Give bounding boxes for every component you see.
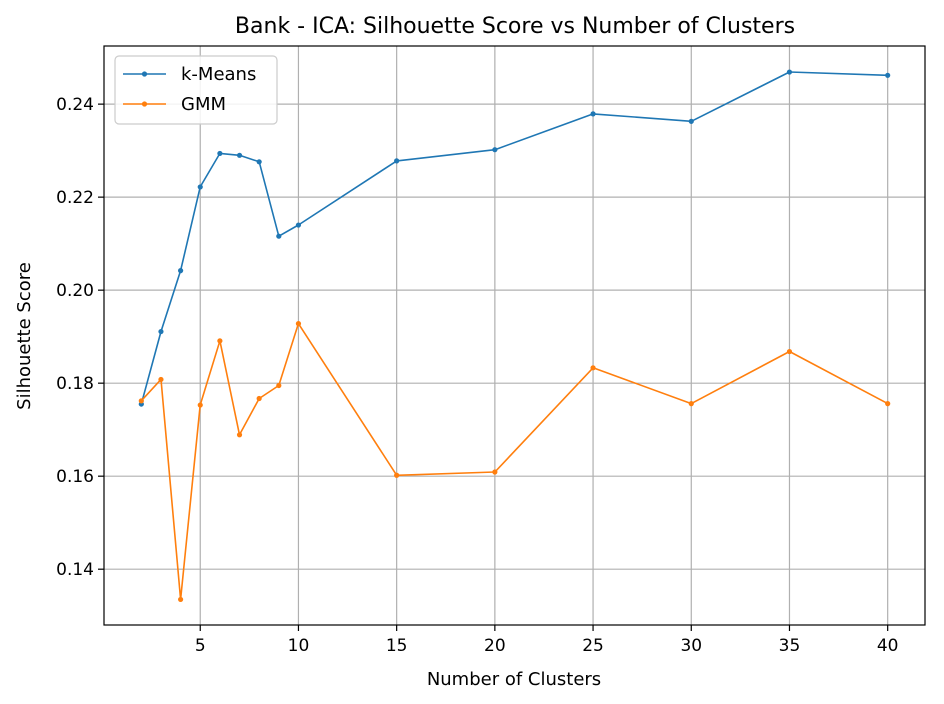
data-point	[885, 401, 891, 407]
data-point	[178, 596, 184, 603]
legend-entry-label: GMM	[181, 94, 226, 115]
data-point	[590, 365, 596, 371]
x-axis-label: Number of Clusters	[427, 669, 601, 690]
grid	[104, 46, 925, 625]
data-point	[256, 159, 262, 165]
data-point	[295, 321, 302, 327]
data-point	[217, 150, 223, 157]
data-point	[786, 348, 793, 355]
x-tick-label: 20	[484, 636, 506, 656]
data-point	[197, 402, 203, 408]
y-tick-label: 0.24	[56, 95, 94, 115]
data-point	[158, 376, 164, 383]
data-point	[688, 401, 694, 407]
data-point	[688, 118, 694, 124]
series-layer	[138, 69, 891, 603]
x-tick-label: 30	[680, 636, 702, 656]
data-point	[256, 395, 262, 402]
data-point	[276, 382, 282, 389]
data-point	[197, 184, 203, 190]
y-tick-label: 0.14	[56, 560, 94, 580]
data-point	[885, 72, 891, 78]
data-point	[295, 222, 302, 228]
ticks: 5 10 15 20 25 30 35 40 0.14 0.16 0.18 0.20 0.22 0.24	[56, 95, 898, 656]
data-point	[492, 147, 498, 153]
x-tick-label: 5	[195, 636, 206, 656]
data-point	[394, 158, 400, 164]
legend-swatch-marker	[141, 71, 148, 77]
data-point	[394, 472, 400, 478]
data-point	[178, 268, 184, 274]
x-tick-label: 25	[582, 636, 604, 656]
data-point	[158, 328, 164, 335]
legend-entry-label: k-Means	[181, 64, 256, 85]
x-tick-label: 15	[386, 636, 408, 656]
data-point	[217, 338, 223, 344]
x-tick-label: 40	[877, 636, 899, 656]
data-point	[492, 469, 498, 475]
series-line-1	[140, 322, 889, 601]
legend: k-Means GMM	[114, 55, 278, 125]
y-tick-label: 0.20	[56, 281, 94, 301]
data-point	[138, 398, 144, 404]
x-tick-label: 35	[779, 636, 801, 656]
data-point	[590, 111, 596, 117]
chart-title: Bank - ICA: Silhouette Score vs Number o…	[235, 14, 795, 39]
data-point	[236, 152, 243, 158]
y-tick-label: 0.16	[56, 467, 94, 487]
y-tick-label: 0.22	[56, 188, 94, 208]
x-tick-label: 10	[288, 636, 310, 656]
data-point	[276, 233, 282, 239]
y-tick-label: 0.18	[56, 374, 94, 394]
data-point	[786, 69, 793, 75]
y-axis-label: Silhouette Score	[14, 262, 35, 410]
data-point	[236, 432, 243, 438]
legend-swatch-marker	[141, 101, 148, 107]
plot-frame	[103, 45, 926, 626]
legend-box	[114, 55, 278, 125]
